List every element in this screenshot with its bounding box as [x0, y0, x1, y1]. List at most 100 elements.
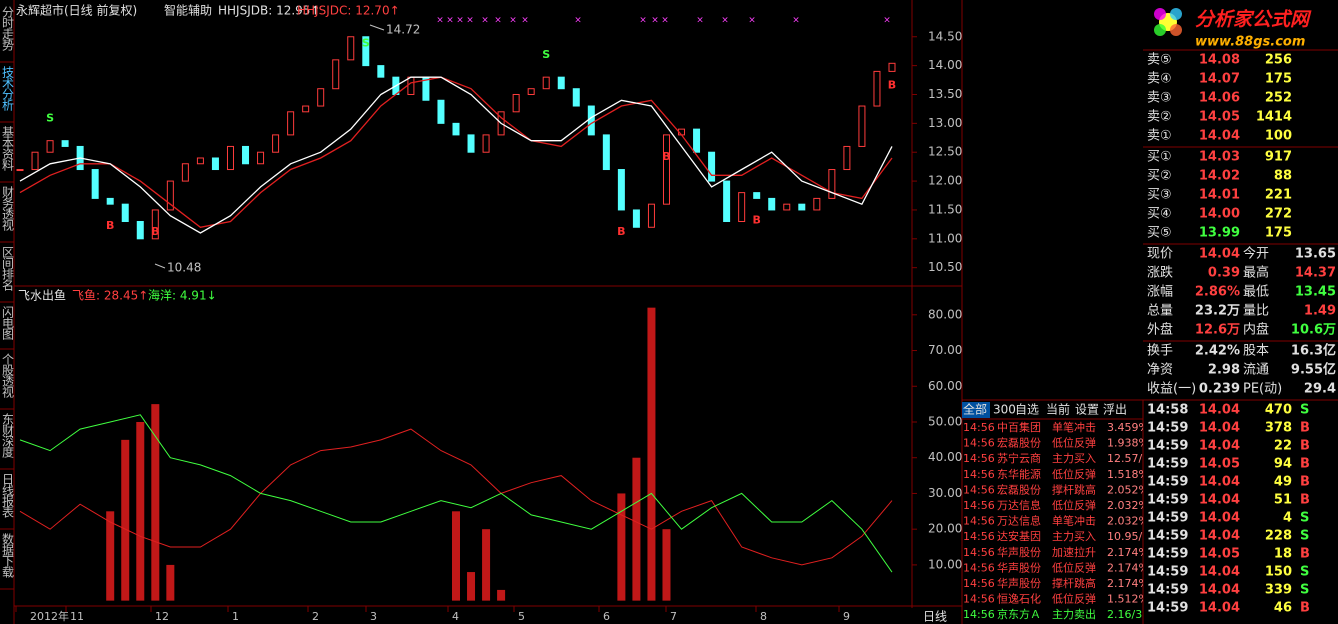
- candle: [151, 209, 159, 240]
- alert-cell: 2.174%: [1107, 561, 1149, 574]
- side-tab[interactable]: 数据下载: [1, 532, 15, 579]
- buy-signal: B: [888, 78, 896, 91]
- alert-cell: 万达信息: [997, 514, 1041, 528]
- candle: [91, 169, 99, 199]
- alert-cell: 宏磊股份: [997, 482, 1041, 496]
- stat-label: 现价: [1147, 247, 1173, 262]
- side-tab[interactable]: 东财深度: [1, 413, 15, 458]
- bid-price: 14.00: [1199, 207, 1240, 222]
- bid-price: 13.99: [1199, 226, 1240, 241]
- period-label: 日线: [923, 610, 947, 624]
- trade-price: 14.04: [1199, 583, 1240, 598]
- candle: [452, 122, 460, 136]
- trade-side: S: [1300, 565, 1309, 580]
- candle: [302, 105, 310, 113]
- ma-line: [19, 76, 893, 234]
- candle: [512, 93, 520, 113]
- candle: [61, 140, 69, 147]
- candle: [738, 192, 746, 222]
- side-tab[interactable]: 基本资料: [1, 126, 15, 171]
- stat-label: 内盘: [1243, 322, 1269, 338]
- alert-cell: 12.57/: [1107, 452, 1142, 465]
- candle: [196, 157, 204, 165]
- candle: [482, 134, 490, 153]
- candle: [828, 169, 836, 199]
- x-tick-label: 4: [452, 610, 459, 623]
- alert-tab[interactable]: 全部: [963, 402, 987, 417]
- alert-cell: 2.032%: [1107, 515, 1149, 528]
- trade-time: 14:59: [1147, 493, 1188, 508]
- logo: 分析家公式网 www.88gs.com: [1154, 8, 1312, 50]
- ma-line: [19, 76, 893, 228]
- candle: [617, 169, 625, 211]
- bar: [647, 307, 656, 601]
- bid-label: 买④: [1147, 207, 1172, 222]
- stat-value: 14.37: [1295, 266, 1336, 281]
- stat-label: 净资: [1147, 363, 1173, 378]
- alert-tab[interactable]: 浮出: [1103, 403, 1127, 417]
- buy-signal: B: [151, 225, 159, 238]
- alert-cell: 主力买入: [1052, 530, 1096, 543]
- buy-signal: B: [617, 225, 625, 238]
- alert-cell: 恒逸石化: [997, 592, 1041, 606]
- bid-label: 买⑤: [1147, 226, 1172, 241]
- ask-price: 14.04: [1199, 129, 1240, 144]
- alert-cell: 2.052%: [1107, 483, 1149, 496]
- indicator-line: [19, 414, 893, 573]
- bid-label: 买②: [1147, 169, 1172, 184]
- alert-cell: 14:56: [963, 561, 995, 574]
- side-tab[interactable]: 日线报表: [1, 473, 15, 518]
- bid-price: 14.01: [1199, 188, 1240, 203]
- y-tick-label: 10.50: [928, 260, 962, 274]
- alert-cell: 低位反弹: [1052, 436, 1096, 450]
- side-tab[interactable]: 技术分析: [1, 66, 15, 112]
- x-tick-label: 6: [603, 610, 610, 623]
- candle: [843, 145, 851, 171]
- stat-value: 13.65: [1295, 247, 1336, 262]
- alert-cell: 14:56: [963, 546, 995, 559]
- side-tab[interactable]: 区间排名: [1, 246, 15, 291]
- trade-side: B: [1300, 439, 1310, 454]
- bar: [166, 564, 175, 601]
- side-tab[interactable]: 分时走势: [1, 6, 15, 51]
- alert-cell: 华声股份: [997, 560, 1041, 574]
- candle: [46, 140, 54, 153]
- candle: [527, 88, 535, 95]
- alert-tab[interactable]: 当前: [1046, 402, 1070, 417]
- y-tick-label: 30.00: [928, 486, 962, 500]
- candle: [332, 59, 340, 90]
- alert-tab[interactable]: 设置: [1075, 403, 1099, 417]
- alert-tab[interactable]: 300: [993, 403, 1016, 417]
- y-tick-label: 11.50: [928, 202, 962, 216]
- bid-volume: 175: [1265, 226, 1292, 241]
- sell-signal: S: [362, 37, 370, 50]
- side-tab[interactable]: 闪电图: [1, 306, 15, 340]
- candle: [557, 76, 565, 90]
- side-tab[interactable]: 财务透视: [1, 186, 15, 231]
- sell-signal: S: [46, 112, 54, 125]
- bar: [482, 529, 491, 601]
- trade-side: B: [1300, 547, 1310, 562]
- candle: [813, 197, 821, 211]
- trade-volume: 150: [1265, 565, 1292, 580]
- y-tick-label: 14.50: [928, 29, 962, 43]
- stat-label: 总量: [1147, 304, 1173, 319]
- bar: [121, 439, 130, 601]
- trade-volume: 339: [1265, 583, 1292, 598]
- stat-value: 13.45: [1295, 285, 1336, 300]
- alert-cell: 14:56: [963, 468, 995, 481]
- bid-volume: 221: [1265, 188, 1292, 203]
- alert-cell: 华声股份: [997, 576, 1041, 590]
- candle: [121, 203, 129, 222]
- alert-cell: 3.459%: [1107, 421, 1149, 434]
- trade-time: 14:59: [1147, 547, 1188, 562]
- trade-side: B: [1300, 475, 1310, 490]
- trade-time: 14:59: [1147, 511, 1188, 526]
- trade-volume: 49: [1274, 475, 1292, 490]
- alert-cell: 单笔冲击: [1052, 514, 1096, 528]
- alert-tab[interactable]: 自选: [1015, 403, 1039, 417]
- marker: ×: [792, 16, 800, 26]
- candle: [257, 151, 265, 165]
- side-tab[interactable]: 个股透视: [1, 353, 15, 398]
- trade-price: 14.04: [1199, 529, 1240, 544]
